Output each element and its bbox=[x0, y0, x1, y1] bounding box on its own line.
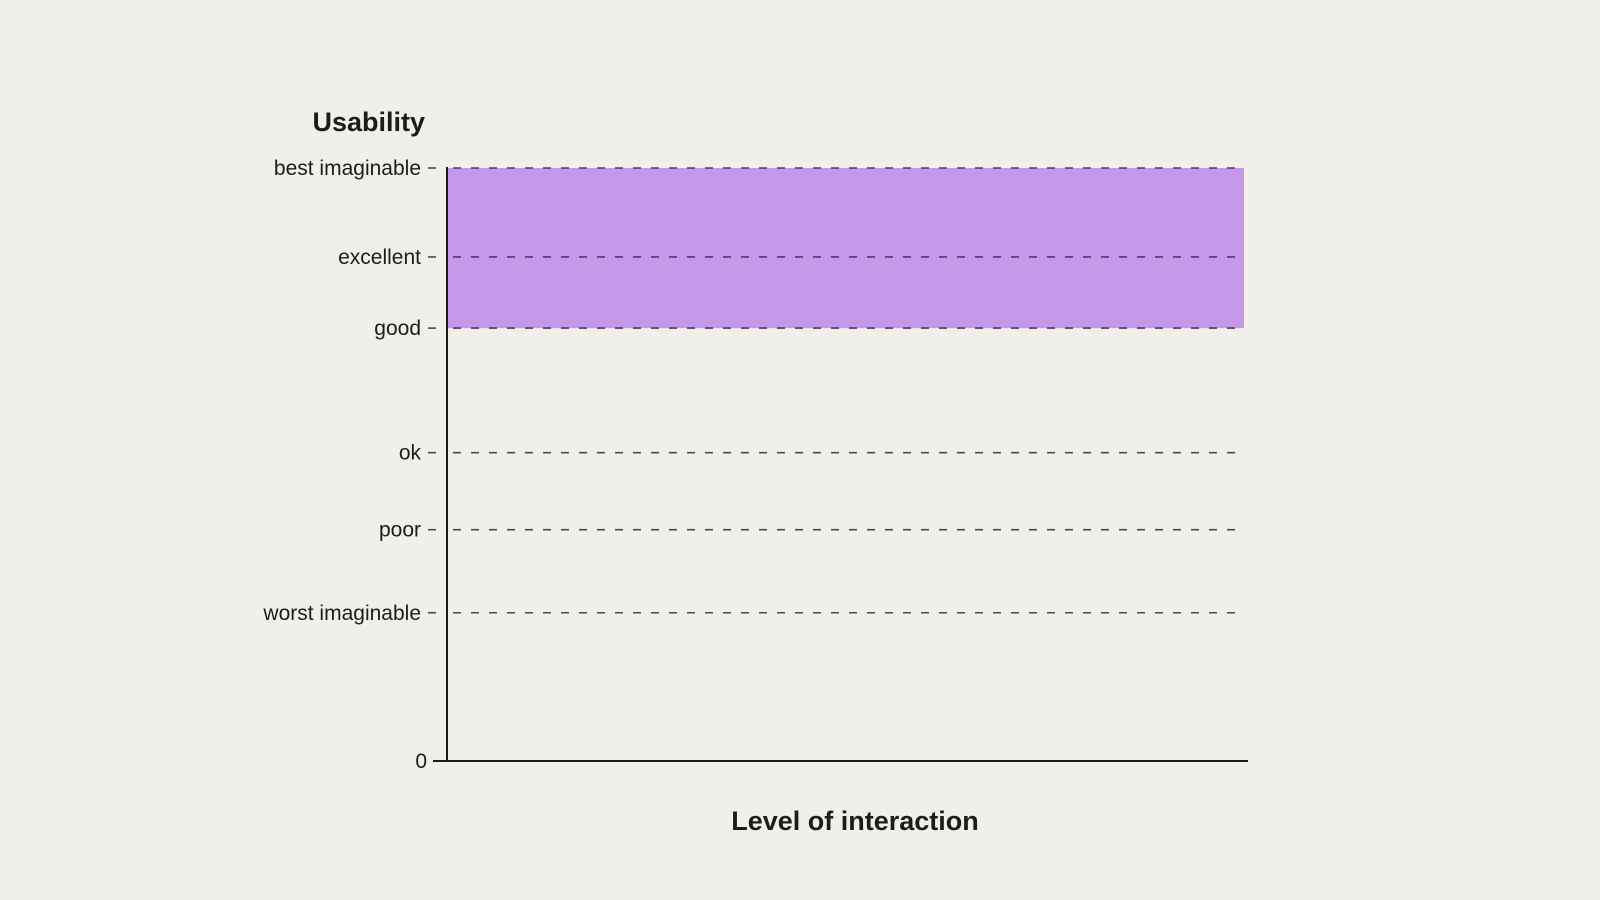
grid-layer bbox=[453, 167, 1244, 614]
y-axis-title: Usability bbox=[312, 107, 425, 137]
y-tick-label-excellent: excellent bbox=[338, 246, 421, 269]
y-tick-label-ok: ok bbox=[399, 442, 422, 465]
y-tick-label-poor: poor bbox=[379, 519, 421, 542]
y-tick-label-0: 0 bbox=[415, 750, 427, 773]
band-layer bbox=[447, 168, 1244, 329]
x-axis-title: Level of interaction bbox=[731, 806, 979, 836]
y-tick-label-good: good bbox=[374, 317, 421, 340]
usability-band-0 bbox=[447, 168, 1244, 329]
tick-layer: 0 worst imaginable poor ok good excellent best… bbox=[262, 157, 447, 773]
y-tick-label-worst-imaginable: worst imaginable bbox=[262, 602, 421, 625]
y-tick-label-best-imaginable: best imaginable bbox=[274, 157, 421, 180]
